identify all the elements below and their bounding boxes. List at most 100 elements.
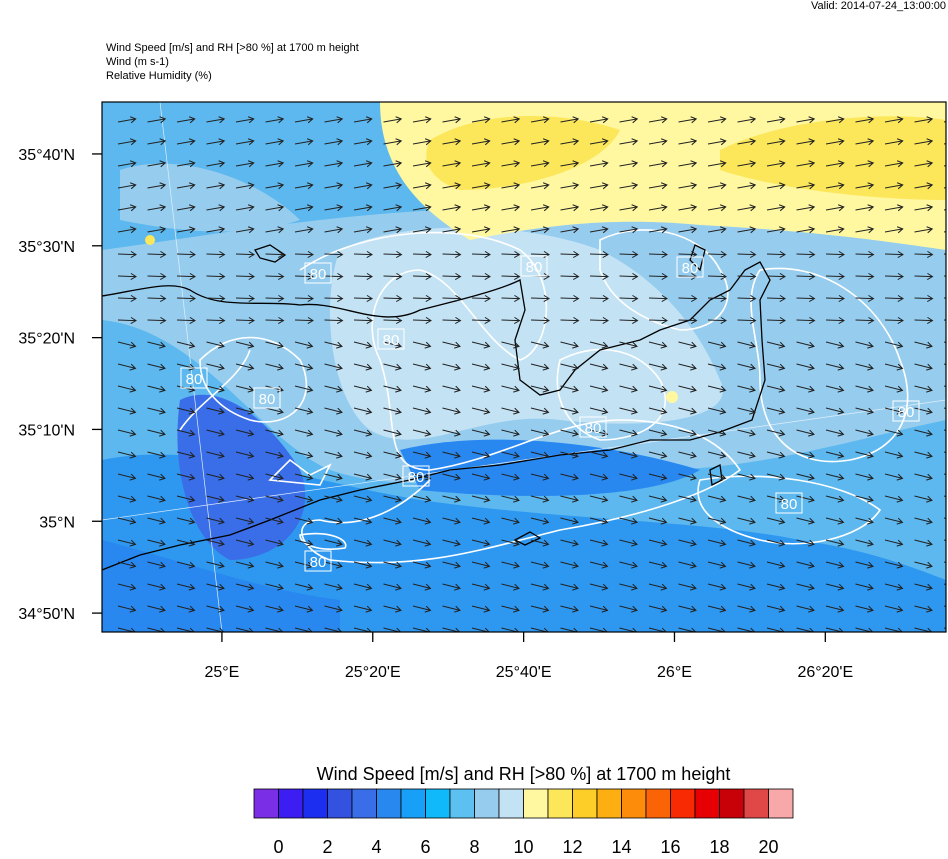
wind-arrow — [589, 583, 609, 591]
wind-arrow — [530, 204, 550, 212]
wind-arrow — [855, 294, 875, 302]
wind-arrow — [235, 429, 255, 437]
wind-arrow — [501, 341, 520, 349]
wind-arrow — [117, 451, 137, 459]
wind-arrow — [206, 517, 225, 525]
wind-arrow — [560, 561, 579, 569]
wind-arrow — [324, 138, 344, 146]
wind-arrow — [501, 294, 521, 302]
wind-arrow — [737, 272, 757, 280]
wind-arrow — [825, 294, 845, 302]
wind-arrow — [855, 138, 875, 146]
wind-arrow — [884, 385, 904, 393]
wind-arrows — [117, 116, 946, 632]
wind-arrow — [914, 204, 934, 212]
colorbar-tick-label: 8 — [469, 837, 479, 854]
wind-arrow — [265, 226, 285, 234]
wind-arrow — [442, 561, 461, 569]
colorbar-swatch — [523, 788, 549, 819]
wind-arrow — [235, 407, 255, 415]
wind-arrow — [737, 138, 757, 146]
contour-label: 80 — [898, 404, 915, 421]
y-tick-label: 35°N — [39, 514, 75, 531]
wind-arrow — [442, 363, 461, 371]
wind-arrow — [147, 294, 167, 302]
colorbar-tick-label: 20 — [758, 837, 778, 854]
wind-arrow — [914, 451, 933, 459]
wind-arrow — [678, 385, 697, 393]
colorbar-swatch — [572, 788, 598, 819]
wind-arrow — [176, 250, 196, 258]
wind-arrow — [294, 294, 314, 302]
wind-arrow — [707, 495, 727, 503]
wind-arrow — [235, 204, 255, 212]
wind-arrow — [796, 204, 816, 212]
wind-arrow — [265, 561, 284, 569]
wind-arrow — [176, 429, 196, 437]
wind-arrow — [324, 316, 344, 324]
wind-arrow — [825, 341, 845, 349]
wind-arrow — [265, 204, 285, 212]
wind-arrow — [206, 294, 226, 302]
wind-arrow — [471, 495, 491, 503]
wind-arrow — [324, 182, 344, 190]
wind-arrow — [914, 316, 934, 324]
wind-arrow — [442, 605, 461, 613]
wind-arrow — [560, 495, 579, 503]
wind-arrow — [678, 429, 697, 437]
wind-arrow — [501, 316, 521, 324]
wind-arrow — [796, 250, 816, 258]
wind-arrow — [855, 250, 875, 258]
wind-arrow — [235, 363, 255, 371]
wind-arrow — [265, 583, 284, 591]
wind-arrow — [442, 138, 462, 146]
wind-arrow — [825, 539, 845, 547]
wind-arrow — [737, 341, 756, 349]
wind-arrow — [324, 539, 343, 547]
wind-arrow — [855, 182, 875, 190]
wind-arrow — [914, 272, 934, 280]
wind-arrow — [501, 250, 521, 258]
wind-arrow — [648, 517, 668, 525]
wind-arrow — [324, 226, 344, 234]
wind-arrow — [471, 116, 491, 124]
colorbar-swatch — [768, 788, 794, 819]
wind-arrow — [235, 605, 255, 613]
wind-arrow — [619, 385, 638, 393]
wind-arrow — [707, 429, 727, 437]
wind-arrow — [560, 363, 579, 371]
wind-arrow — [737, 605, 756, 613]
wind-arrow — [412, 138, 432, 146]
contour-label: 80 — [186, 371, 203, 388]
wind-arrow — [766, 341, 786, 349]
wind-arrow — [884, 138, 904, 146]
wind-arrow — [442, 160, 462, 168]
wind-arrow — [501, 517, 520, 525]
colorbar-swatch — [547, 788, 573, 819]
wind-arrow — [235, 272, 255, 280]
wind-arrow — [766, 138, 786, 146]
wind-arrow — [294, 316, 314, 324]
wind-arrow — [265, 429, 284, 437]
wind-arrow — [855, 116, 875, 124]
wind-arrow — [383, 226, 403, 234]
wind-arrow — [412, 539, 432, 547]
wind-arrow — [530, 605, 550, 613]
colorbar-swatch — [694, 788, 720, 819]
wind-arrow — [766, 204, 786, 212]
wind-arrow — [825, 204, 845, 212]
wind-arrow — [412, 204, 432, 212]
wind-arrow — [530, 294, 550, 302]
wind-arrow — [766, 385, 786, 393]
wind-arrow — [619, 539, 638, 547]
contour-label: 80 — [310, 554, 327, 571]
wind-arrow — [117, 204, 137, 212]
wind-arrow — [530, 341, 550, 349]
contour-label: 80 — [781, 496, 798, 513]
map-field — [102, 102, 946, 632]
wind-arrow — [501, 226, 521, 234]
wind-arrow — [589, 605, 609, 613]
wind-arrow — [678, 583, 697, 591]
wind-arrow — [294, 473, 314, 481]
wind-arrow — [294, 517, 314, 525]
